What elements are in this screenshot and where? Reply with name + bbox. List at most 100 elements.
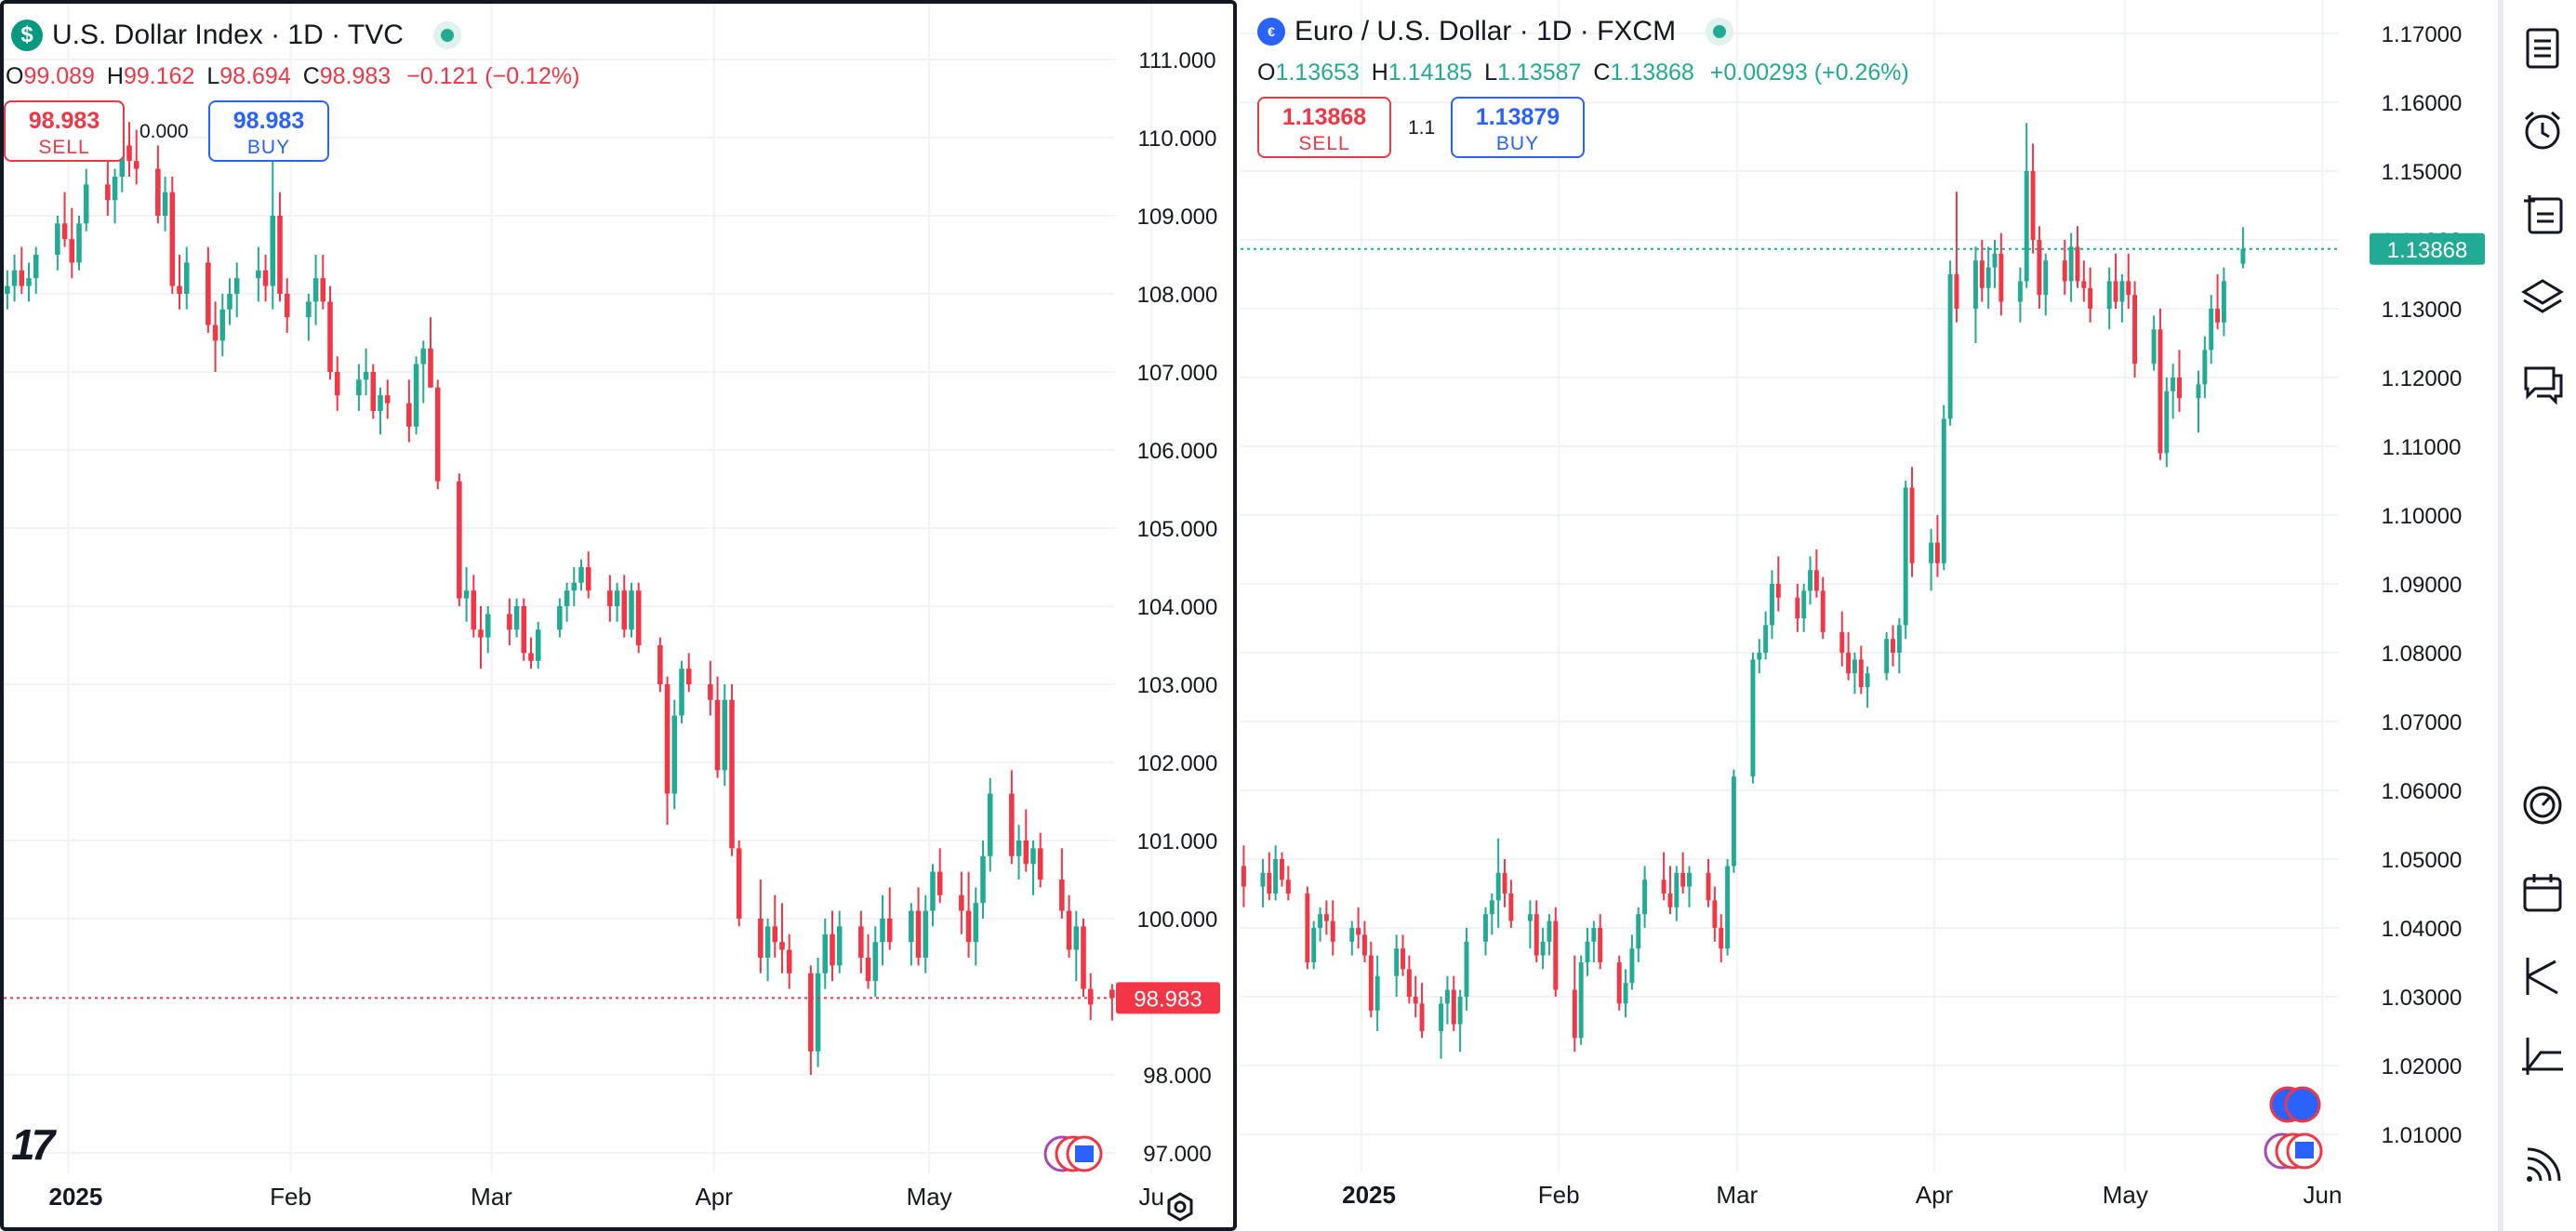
watchlist-icon[interactable]	[2518, 24, 2567, 73]
candle	[212, 301, 219, 372]
candle	[2088, 267, 2093, 323]
tradingview-logo-icon[interactable]: 17	[11, 1120, 55, 1169]
candle	[1667, 866, 1673, 915]
market-open-status-icon[interactable]	[432, 21, 461, 49]
layers-icon[interactable]	[2518, 273, 2567, 322]
candle	[55, 216, 60, 271]
candle	[312, 255, 319, 325]
sell-button[interactable]: 1.13868 SELL	[1257, 97, 1391, 158]
candle	[1305, 886, 1310, 970]
candle	[1808, 556, 1812, 605]
candle	[126, 122, 132, 177]
symbol-header[interactable]: $ U.S. Dollar Index · 1D · TVC	[11, 15, 461, 56]
candle	[1979, 240, 1985, 302]
candle	[363, 348, 369, 396]
y-axis-tick-label: 1.12000	[2382, 366, 2463, 391]
y-axis-tick-label: 98.000	[1143, 1064, 1211, 1089]
candle	[1572, 955, 1577, 1052]
candle	[973, 887, 979, 966]
candle	[2106, 267, 2112, 330]
speedometer-icon[interactable]	[2518, 781, 2567, 829]
candle	[936, 848, 943, 904]
y-axis-tick-label: 106.000	[1137, 439, 1218, 464]
candle	[112, 168, 118, 224]
candle	[420, 340, 427, 404]
candle	[434, 379, 441, 489]
symbol-title[interactable]: U.S. Dollar Index · 1D · TVC	[52, 20, 404, 50]
candle	[2037, 226, 2042, 309]
chat-icon[interactable]	[2518, 359, 2567, 407]
candle	[1081, 919, 1086, 997]
candle	[1059, 848, 1065, 919]
candle	[1323, 900, 1329, 935]
sell-label: SELL	[38, 137, 90, 158]
y-axis-tick-label: 1.01000	[2382, 1123, 2463, 1148]
candle	[277, 192, 283, 302]
close-label: C	[1593, 60, 1611, 86]
candlestick-chart-eurusd[interactable]: 2025 Feb Mar Apr May Jun 1.17000 1.16000 1.15000…	[1241, 0, 2498, 1231]
candle	[872, 926, 879, 997]
candle	[133, 129, 139, 185]
candle	[1413, 975, 1418, 1018]
last-price-tag[interactable]	[1116, 982, 1220, 1014]
change-value: −0.121 (−0.12%)	[406, 63, 580, 89]
market-open-status-icon[interactable]	[1706, 18, 1734, 46]
candle	[485, 606, 491, 654]
chart-pane-dxy[interactable]: 2025 Feb Mar Apr May Ju 111.000 110.000 109.000 1…	[0, 0, 1237, 1231]
settings-gear-icon[interactable]	[1162, 1188, 1199, 1225]
candle	[233, 262, 240, 318]
candle	[1858, 645, 1864, 695]
candle	[1985, 246, 1991, 309]
candle	[1394, 934, 1400, 997]
candle	[5, 270, 10, 310]
candle	[1285, 866, 1291, 901]
symbol-header[interactable]: € Euro / U.S. Dollar · 1D · FXCM	[1257, 11, 1734, 52]
candle	[1642, 866, 1648, 928]
drawing-tool-icon[interactable]	[2518, 952, 2567, 1000]
candle	[1623, 969, 1628, 1018]
alerts-clock-icon[interactable]	[2518, 106, 2567, 154]
candle	[2177, 350, 2182, 412]
candle	[736, 841, 742, 927]
symbol-title[interactable]: Euro / U.S. Dollar · 1D · FXCM	[1295, 16, 1677, 46]
candle	[585, 551, 591, 599]
candle	[1687, 866, 1692, 907]
candle	[830, 910, 835, 982]
candle	[1852, 653, 1857, 695]
broadcast-icon[interactable]	[2518, 1142, 2567, 1190]
y-axis-tick-label: 105.000	[1137, 517, 1218, 542]
candle	[1712, 886, 1718, 942]
candle	[1534, 900, 1539, 962]
candle	[1941, 404, 1946, 571]
candle	[270, 138, 276, 310]
right-toolbar	[2498, 0, 2576, 1231]
candle	[320, 255, 326, 310]
add-list-icon[interactable]	[2518, 190, 2567, 238]
candle	[614, 582, 620, 622]
close-value: 98.983	[319, 63, 392, 89]
y-axis-tick-label: 97.000	[1143, 1142, 1211, 1167]
candle	[457, 473, 462, 606]
candle	[169, 177, 176, 294]
candle	[1330, 900, 1335, 956]
buy-button[interactable]: 98.983 BUY	[208, 100, 329, 162]
candlestick-chart-dxy[interactable]: 2025 Feb Mar Apr May Ju 111.000 110.000 109.000 1…	[4, 4, 1233, 1227]
candle	[76, 216, 82, 271]
candle	[1909, 467, 1915, 577]
candle	[923, 894, 929, 973]
candle	[19, 246, 25, 294]
calendar-icon[interactable]	[2518, 868, 2567, 917]
candle	[105, 152, 111, 216]
candle	[714, 676, 721, 778]
trend-tool-icon[interactable]	[2518, 1032, 2567, 1080]
last-price-tag[interactable]	[2370, 232, 2485, 265]
chart-pane-eurusd[interactable]: 2025 Feb Mar Apr May Jun 1.17000 1.16000 1.15000…	[1241, 0, 2498, 1231]
candle	[11, 255, 18, 302]
sell-button[interactable]: 98.983 SELL	[4, 100, 125, 162]
y-axis-tick-label: 101.000	[1137, 829, 1218, 854]
candle	[635, 582, 642, 654]
buy-button[interactable]: 1.13879 BUY	[1451, 97, 1585, 158]
y-axis-tick-label: 1.03000	[2382, 986, 2463, 1011]
candle	[33, 246, 39, 294]
candle	[284, 278, 290, 333]
